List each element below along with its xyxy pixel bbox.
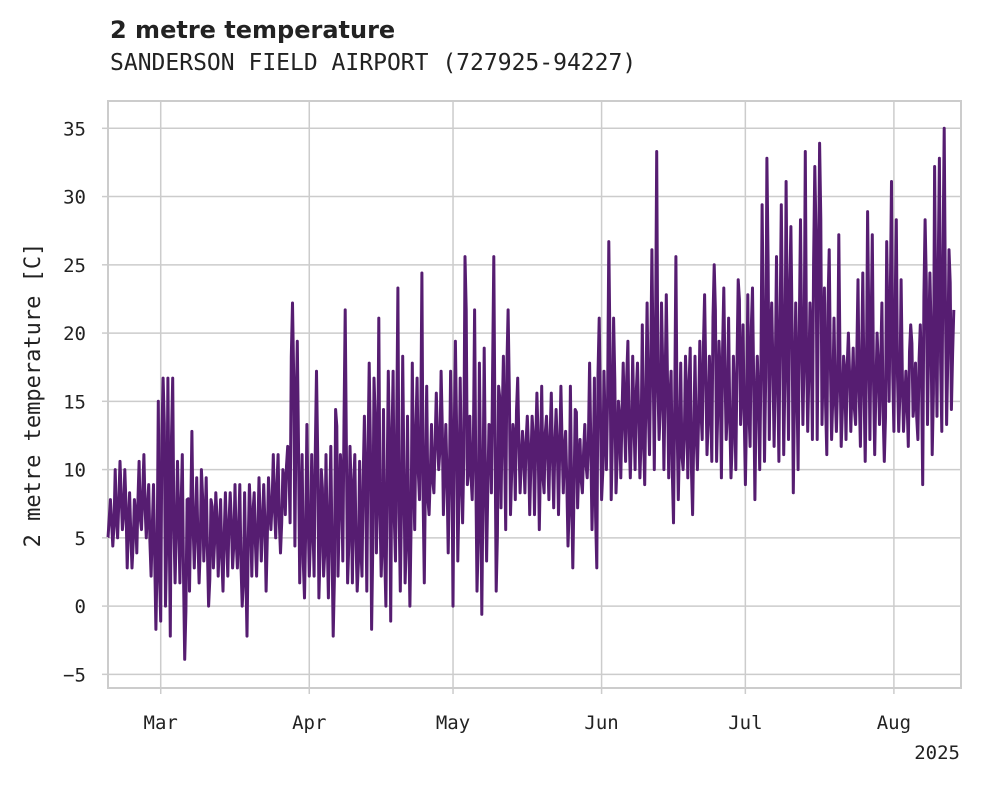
y-tick-label: 25 xyxy=(63,255,86,277)
x-tick-label: Jun xyxy=(584,712,618,734)
y-tick-label: −5 xyxy=(63,664,86,686)
y-tick-label: 10 xyxy=(63,460,86,482)
chart-title: 2 metre temperature xyxy=(110,16,396,44)
y-axis-label: 2 metre temperature [C] xyxy=(21,243,46,548)
chart-subtitle: SANDERSON FIELD AIRPORT (727925-94227) xyxy=(110,50,637,76)
x-tick-label: Mar xyxy=(144,712,178,734)
y-tick-label: 30 xyxy=(63,187,86,209)
y-axis-ticks: −5 0 5 10 15 20 25 30 35 xyxy=(63,118,108,686)
y-tick-label: 5 xyxy=(75,528,86,550)
y-tick-label: 35 xyxy=(63,118,86,140)
plot-frame xyxy=(107,100,962,689)
x-axis-ticks: Mar Apr May Jun Jul Aug xyxy=(144,688,911,734)
x-tick-label: Aug xyxy=(877,712,911,734)
x-tick-label: May xyxy=(436,712,470,734)
temperature-series-line xyxy=(106,126,956,661)
series-layer xyxy=(106,126,956,661)
x-tick-label: Jul xyxy=(728,712,762,734)
x-axis-year-label: 2025 xyxy=(914,742,960,764)
y-tick-label: 20 xyxy=(63,323,86,345)
x-tick-label: Apr xyxy=(292,712,326,734)
y-tick-label: 0 xyxy=(75,596,86,618)
y-tick-label: 15 xyxy=(63,391,86,413)
